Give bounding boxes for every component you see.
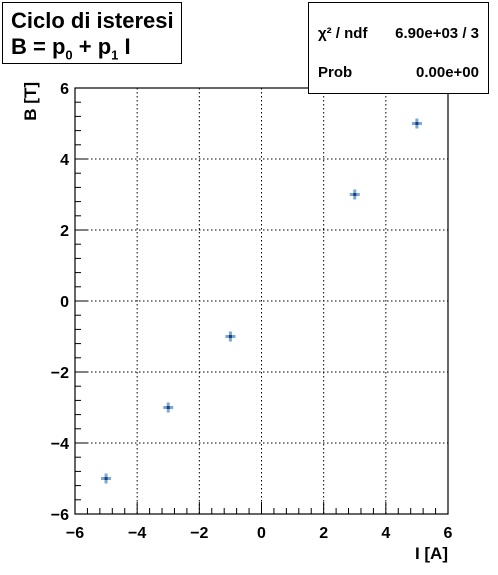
y-tick-label: −4 <box>51 436 69 453</box>
formula-part: B = p <box>11 34 66 59</box>
data-point <box>163 402 174 413</box>
formula-part: + p <box>72 34 112 59</box>
x-tick-label: −2 <box>190 525 208 542</box>
x-tick-label: −4 <box>128 525 146 542</box>
x-tick-label: 4 <box>381 525 390 542</box>
chi2-value: 6.90e+03 / 3 <box>395 25 479 42</box>
point-marker <box>353 193 357 196</box>
data-point <box>411 118 422 129</box>
chart-title: Ciclo di isteresi <box>11 8 174 33</box>
y-tick-label: −2 <box>51 365 69 382</box>
x-tick-label: 0 <box>257 525 266 542</box>
point-marker <box>415 122 419 125</box>
x-tick-label: −6 <box>66 525 84 542</box>
x-tick-label: 2 <box>319 525 328 542</box>
formula-part: I <box>118 34 131 59</box>
y-tick-label: 2 <box>60 223 69 240</box>
y-tick-label: 0 <box>60 294 69 311</box>
tick-labels: −6 −4 −2 0 2 4 6 −6 −4 −2 0 2 4 6 <box>51 81 453 542</box>
data-point <box>225 331 236 342</box>
x-tick-label: 6 <box>444 525 453 542</box>
y-tick-label: 4 <box>60 152 69 169</box>
grid-lines <box>75 88 448 514</box>
data-point <box>349 189 360 200</box>
fit-formula: B = p0 + p1 I <box>11 34 131 63</box>
title-box: Ciclo di isteresi B = p0 + p1 I <box>2 2 182 64</box>
x-axis-label: I [A] <box>415 544 448 563</box>
data-point <box>101 473 112 484</box>
prob-value: 0.00e+00 <box>416 64 479 81</box>
chi2-label: χ² / ndf <box>318 25 368 42</box>
data-points <box>101 118 422 484</box>
y-tick-label: −6 <box>51 507 69 524</box>
prob-label: Prob <box>318 64 353 81</box>
point-marker <box>104 477 108 480</box>
y-tick-label: 6 <box>60 81 69 98</box>
formula-subscript: 1 <box>111 47 119 63</box>
y-axis-label: B [T] <box>21 82 40 121</box>
point-marker <box>166 406 170 409</box>
fit-stats-box: χ² / ndf 6.90e+03 / 3 Prob 0.00e+00 <box>308 2 489 94</box>
axis-ticks <box>74 87 449 515</box>
point-marker <box>228 335 232 338</box>
formula-subscript: 0 <box>65 47 73 63</box>
